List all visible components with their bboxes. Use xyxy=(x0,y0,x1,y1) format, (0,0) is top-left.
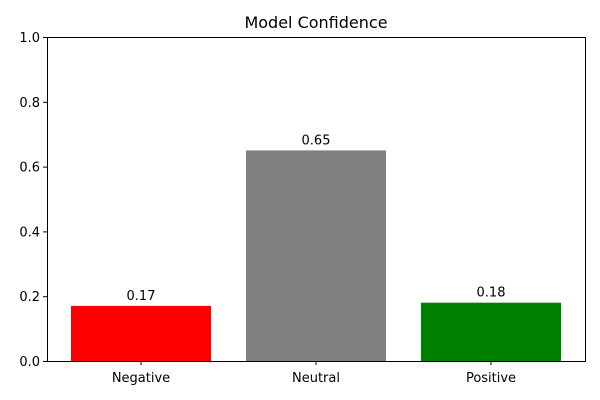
plot-frame xyxy=(47,37,586,362)
y-tick-label: 1.0 xyxy=(19,31,40,46)
bars: 0.17 0.65 0.18 xyxy=(71,133,561,361)
data-label: 0.65 xyxy=(302,133,331,148)
y-tick-label: 0.0 xyxy=(19,355,40,370)
y-axis: 0.0 0.2 0.4 0.6 0.8 1.0 xyxy=(19,31,47,370)
bar-neutral xyxy=(246,150,386,361)
y-tick-label: 0.2 xyxy=(19,290,40,305)
y-tick-label: 0.6 xyxy=(19,161,40,176)
x-axis: Negative Neutral Positive xyxy=(112,361,516,386)
bar-positive xyxy=(421,302,561,361)
bar-negative xyxy=(71,305,211,361)
x-tick-label: Neutral xyxy=(292,371,340,386)
y-tick-label: 0.8 xyxy=(19,96,40,111)
y-tick-label: 0.4 xyxy=(19,225,40,240)
x-tick-label: Positive xyxy=(466,371,516,386)
data-label: 0.17 xyxy=(127,289,156,304)
x-tick-label: Negative xyxy=(112,371,170,386)
data-label: 0.18 xyxy=(477,286,506,301)
chart-title: Model Confidence xyxy=(244,13,387,32)
